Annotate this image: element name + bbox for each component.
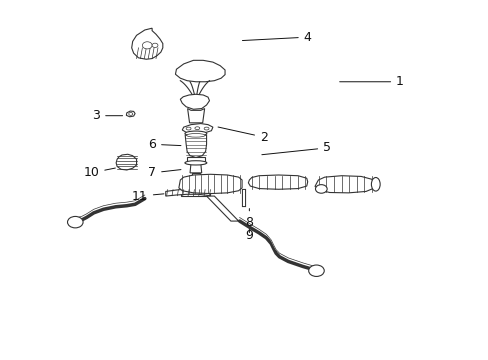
Circle shape — [308, 265, 324, 276]
Polygon shape — [179, 174, 242, 194]
Polygon shape — [190, 163, 201, 173]
Polygon shape — [175, 60, 224, 82]
Circle shape — [152, 43, 158, 48]
Polygon shape — [131, 28, 163, 59]
Text: 1: 1 — [339, 75, 403, 88]
Polygon shape — [180, 94, 209, 109]
Text: 4: 4 — [242, 31, 311, 44]
Text: 8: 8 — [245, 208, 253, 229]
Ellipse shape — [186, 127, 191, 130]
Circle shape — [315, 185, 326, 193]
Polygon shape — [187, 157, 204, 163]
Ellipse shape — [184, 161, 206, 165]
Text: 9: 9 — [245, 229, 253, 242]
Polygon shape — [182, 123, 212, 134]
Ellipse shape — [371, 177, 379, 191]
Polygon shape — [181, 193, 210, 196]
Polygon shape — [165, 189, 210, 196]
Polygon shape — [116, 154, 136, 170]
Text: 2: 2 — [218, 127, 267, 144]
Text: 11: 11 — [132, 190, 163, 203]
Ellipse shape — [186, 134, 204, 137]
Polygon shape — [206, 196, 238, 221]
Circle shape — [142, 42, 152, 49]
Text: 5: 5 — [261, 141, 330, 155]
Circle shape — [67, 216, 83, 228]
Text: 6: 6 — [148, 138, 181, 151]
Ellipse shape — [195, 127, 200, 130]
Text: 7: 7 — [148, 166, 181, 179]
Text: 3: 3 — [92, 109, 122, 122]
Polygon shape — [185, 135, 206, 157]
Polygon shape — [248, 175, 307, 189]
Polygon shape — [314, 176, 374, 193]
Polygon shape — [126, 111, 135, 117]
Polygon shape — [187, 109, 204, 123]
Ellipse shape — [184, 131, 206, 136]
Text: 10: 10 — [83, 166, 115, 179]
Polygon shape — [192, 173, 200, 190]
Ellipse shape — [203, 127, 208, 130]
